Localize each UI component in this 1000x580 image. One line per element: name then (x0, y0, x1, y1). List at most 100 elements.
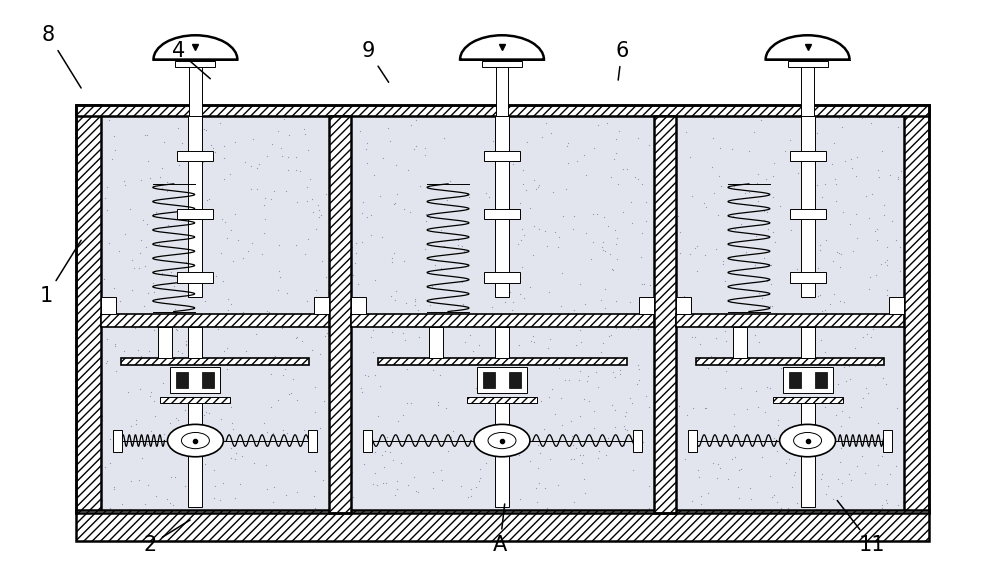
Point (170, 124, 186, 133)
Point (148, 506, 164, 515)
Point (565, 224, 581, 234)
Point (195, 157, 211, 166)
Point (541, 392, 557, 401)
Point (207, 481, 223, 491)
Point (504, 270, 520, 280)
Point (107, 339, 123, 349)
Point (367, 275, 383, 284)
Point (171, 365, 187, 375)
Point (244, 238, 260, 248)
Point (407, 297, 423, 306)
Point (222, 170, 238, 179)
Point (369, 480, 385, 490)
Point (605, 266, 621, 275)
Point (410, 487, 426, 496)
Point (285, 375, 301, 384)
Point (223, 454, 239, 463)
Point (131, 475, 147, 484)
Point (530, 463, 546, 472)
Point (481, 192, 497, 201)
Point (904, 140, 920, 150)
Point (874, 503, 890, 512)
Point (671, 103, 687, 113)
Point (302, 174, 318, 183)
Point (187, 148, 203, 157)
Point (630, 324, 646, 334)
Point (245, 135, 261, 144)
Point (528, 184, 544, 193)
Point (544, 385, 560, 394)
Point (870, 461, 886, 470)
Point (83, 242, 99, 251)
Point (663, 258, 679, 267)
Point (586, 143, 602, 153)
Point (655, 357, 671, 366)
Point (425, 467, 441, 476)
Point (765, 193, 781, 202)
Point (418, 217, 434, 226)
Point (649, 447, 665, 456)
Point (168, 414, 184, 423)
Point (265, 497, 281, 506)
Point (72, 190, 88, 200)
Point (164, 309, 180, 318)
Point (759, 358, 775, 367)
Point (345, 492, 361, 501)
Bar (351, 297, 366, 314)
Point (334, 455, 350, 464)
Point (294, 336, 310, 345)
Point (671, 401, 687, 411)
Point (890, 501, 906, 510)
Bar (76, 510, 929, 541)
Point (574, 459, 590, 468)
Point (616, 440, 632, 450)
Point (281, 389, 297, 398)
Point (81, 154, 97, 164)
Point (911, 180, 927, 189)
Point (769, 498, 785, 507)
Point (789, 498, 805, 508)
Point (892, 266, 908, 276)
Point (340, 149, 356, 158)
Bar (76, 105, 929, 115)
Point (418, 209, 434, 219)
Point (125, 356, 141, 365)
Bar (188, 327, 202, 358)
Point (826, 289, 842, 299)
Point (471, 340, 487, 349)
Point (355, 198, 371, 207)
Point (375, 153, 391, 162)
Point (371, 108, 387, 118)
Point (201, 409, 217, 418)
Point (697, 251, 713, 260)
Point (751, 288, 767, 298)
Point (167, 472, 183, 481)
Point (310, 200, 326, 209)
Point (89, 149, 105, 158)
Point (551, 364, 567, 373)
Point (589, 209, 605, 219)
Point (500, 259, 516, 269)
Point (311, 212, 327, 221)
Point (515, 165, 531, 175)
Point (778, 458, 794, 467)
Point (607, 226, 623, 235)
Point (133, 351, 149, 361)
Bar (883, 430, 892, 452)
Point (321, 466, 337, 475)
Point (629, 379, 645, 389)
Point (499, 416, 515, 425)
Point (539, 503, 555, 513)
Point (431, 345, 447, 354)
Point (124, 255, 140, 264)
Point (218, 111, 234, 121)
Point (228, 448, 244, 458)
Bar (188, 403, 202, 507)
Point (219, 364, 235, 374)
Point (450, 235, 466, 244)
Point (641, 402, 657, 411)
Point (280, 165, 296, 175)
Point (520, 113, 536, 122)
Point (112, 105, 128, 114)
Point (263, 403, 279, 412)
